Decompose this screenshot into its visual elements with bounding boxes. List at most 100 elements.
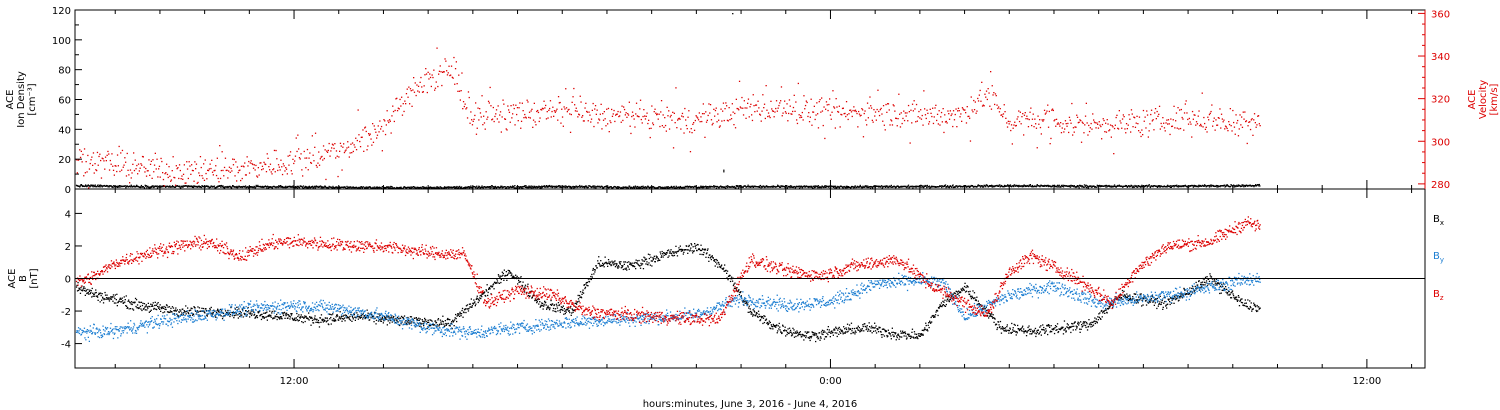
field-point-bx: [380, 318, 382, 321]
field-point-bx: [134, 297, 137, 300]
field-point-bx: [318, 322, 320, 324]
density-point: [675, 187, 677, 189]
field-point-bx: [523, 287, 525, 289]
density-point: [559, 185, 561, 187]
field-point-bx: [191, 307, 193, 310]
velocity-point: [1144, 116, 1146, 118]
velocity-point: [963, 109, 965, 111]
field-point-bx: [366, 309, 368, 311]
field-point-bx: [356, 312, 358, 314]
field-point-bx: [400, 315, 403, 318]
velocity-point: [877, 89, 879, 91]
field-point-bx: [487, 294, 489, 297]
density-point: [675, 185, 677, 187]
field-point-bx: [431, 320, 433, 322]
velocity-point: [253, 164, 255, 166]
field-point-bx: [148, 311, 150, 313]
field-point-bx: [80, 287, 82, 289]
field-point-bx: [549, 303, 552, 306]
field-point-bx: [521, 285, 524, 287]
density-point: [571, 187, 573, 189]
density-point: [171, 186, 173, 188]
velocity-point: [832, 90, 834, 92]
density-point: [387, 186, 389, 188]
velocity-point: [1132, 126, 1134, 128]
velocity-point: [1197, 115, 1199, 117]
density-point: [495, 187, 498, 189]
field-point-bx: [617, 267, 619, 269]
density-point: [423, 187, 425, 189]
field-point-bx: [218, 310, 220, 313]
velocity-point: [1121, 127, 1123, 129]
field-point-bx: [302, 321, 304, 324]
field-point-bx: [702, 248, 704, 251]
density-point: [732, 13, 734, 15]
density-point: [635, 186, 637, 188]
density-point: [897, 185, 899, 188]
field-point-bx: [621, 265, 623, 267]
velocity-point: [207, 169, 209, 171]
density-point: [888, 185, 890, 187]
field-point-bx: [555, 303, 558, 305]
velocity-point: [119, 170, 121, 173]
velocity-point: [306, 148, 309, 151]
field-point-bx: [400, 323, 402, 325]
velocity-point: [924, 108, 926, 110]
field-point-bx: [530, 290, 532, 292]
field-point-bx: [639, 265, 641, 267]
field-point-bx: [247, 311, 249, 313]
density-point: [1090, 185, 1092, 187]
density-point: [634, 186, 636, 189]
velocity-point: [1109, 129, 1111, 131]
velocity-point: [968, 115, 970, 117]
density-point: [1167, 184, 1169, 186]
velocity-point: [146, 170, 148, 172]
velocity-point: [458, 74, 460, 76]
velocity-point: [1060, 122, 1062, 124]
density-point: [1039, 185, 1042, 187]
density-point: [94, 184, 96, 186]
velocity-point: [123, 164, 125, 166]
density-point: [906, 186, 908, 189]
velocity-point: [1100, 125, 1102, 128]
density-point: [279, 185, 281, 187]
density-point: [306, 186, 308, 188]
field-point-bx: [348, 318, 351, 320]
velocity-point: [112, 165, 114, 167]
field-point-bx: [387, 320, 389, 322]
velocity-point: [169, 175, 171, 177]
velocity-point: [320, 156, 322, 158]
density-point: [977, 184, 979, 186]
density-point: [738, 186, 741, 188]
field-point-bx: [575, 306, 577, 308]
velocity-point: [1023, 114, 1026, 116]
density-point: [1078, 187, 1080, 189]
density-point: [959, 185, 961, 187]
field-point-bx: [598, 256, 600, 258]
density-point: [1086, 185, 1088, 187]
field-point-bx: [632, 265, 634, 267]
velocity-point: [722, 110, 724, 112]
velocity-point: [189, 165, 191, 167]
field-point-bx: [238, 308, 240, 310]
density-point: [515, 187, 518, 189]
field-point-bx: [535, 299, 537, 301]
velocity-point: [473, 118, 475, 120]
velocity-point: [730, 118, 733, 120]
velocity-point: [641, 122, 643, 124]
field-point-bx: [655, 258, 657, 260]
velocity-point: [803, 95, 805, 97]
field-point-bx: [262, 316, 264, 318]
velocity-point: [622, 119, 624, 122]
velocity-point: [763, 103, 766, 105]
field-point-bx: [512, 275, 514, 277]
field-point-bx: [93, 293, 95, 295]
field-point-bx: [209, 309, 211, 311]
field-point-bx: [246, 315, 248, 317]
velocity-point: [845, 115, 847, 118]
velocity-point: [612, 113, 614, 115]
field-point-bx: [611, 260, 613, 262]
velocity-point: [714, 115, 716, 117]
density-point: [713, 186, 715, 188]
velocity-point: [582, 115, 584, 117]
